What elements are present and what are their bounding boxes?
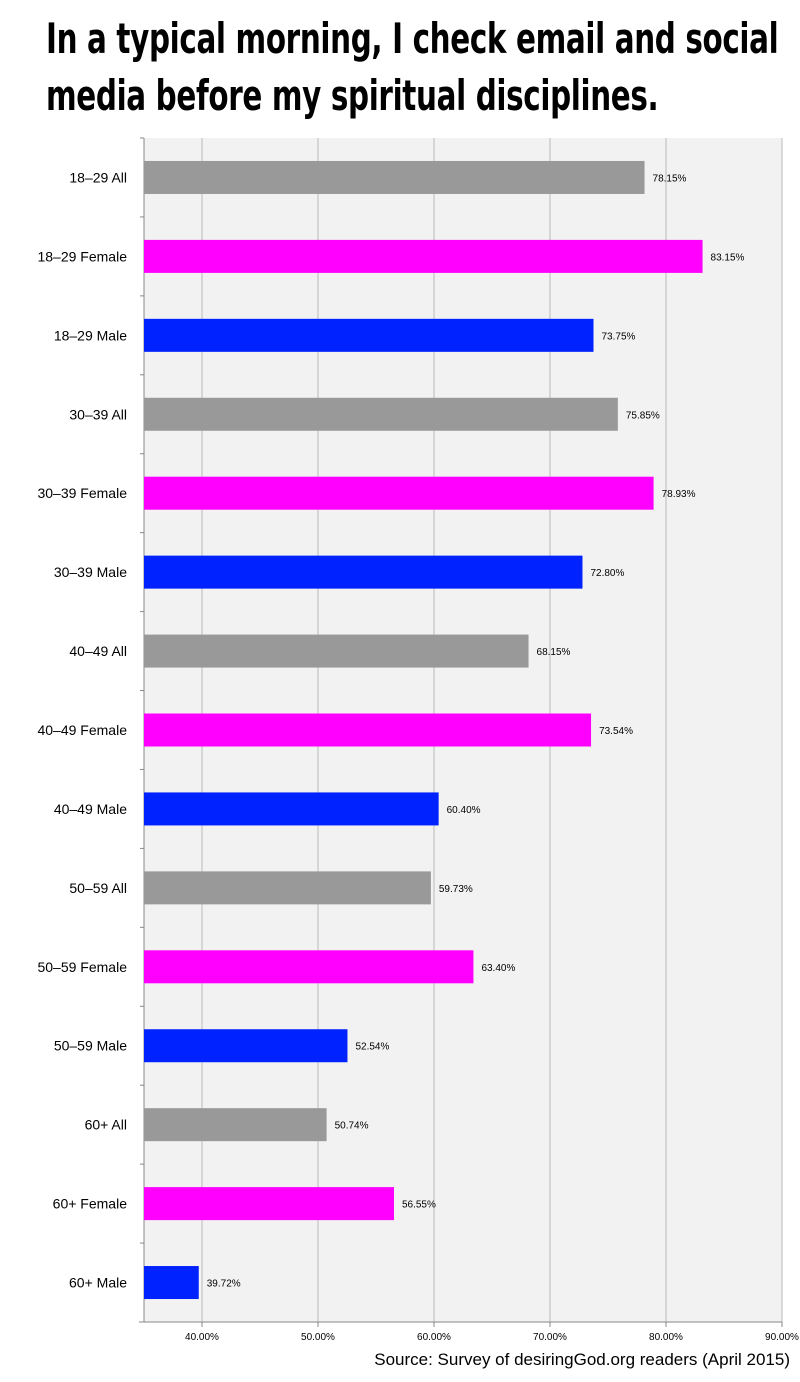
category-label: 50–59 Male: [54, 1038, 127, 1054]
data-label: 73.75%: [602, 331, 636, 342]
category-label: 18–29 All: [69, 169, 127, 185]
bar-male: [144, 318, 594, 352]
category-label: 40–49 All: [69, 643, 127, 659]
bar-female: [144, 950, 474, 984]
category-label: 50–59 Female: [37, 959, 127, 975]
data-label: 52.54%: [355, 1042, 389, 1053]
data-label: 59.73%: [439, 884, 473, 895]
category-label: 50–59 All: [69, 880, 127, 896]
x-tick-label: 80.00%: [649, 1332, 683, 1343]
bar-female: [144, 239, 703, 273]
x-tick-label: 60.00%: [417, 1332, 451, 1343]
category-label: 18–29 Male: [54, 327, 127, 343]
data-label: 50.74%: [335, 1121, 369, 1132]
data-label: 73.54%: [599, 726, 633, 737]
x-tick-label: 50.00%: [301, 1332, 335, 1343]
bar-all: [144, 871, 431, 905]
x-tick-label: 70.00%: [533, 1332, 567, 1343]
category-label: 18–29 Female: [37, 248, 127, 264]
bar-female: [144, 476, 654, 510]
data-label: 75.85%: [626, 410, 660, 421]
data-label: 83.15%: [711, 252, 745, 263]
category-label: 40–49 Male: [54, 801, 127, 817]
bar-all: [144, 1108, 327, 1142]
data-label: 78.15%: [653, 173, 687, 184]
chart-title-line-2: media before my spiritual disciplines.: [46, 71, 659, 120]
bar-female: [144, 713, 592, 747]
category-label: 60+ All: [85, 1117, 127, 1133]
bar-all: [144, 160, 645, 194]
bar-male: [144, 555, 583, 589]
data-label: 56.55%: [402, 1200, 436, 1211]
category-label: 60+ Male: [69, 1275, 127, 1291]
category-label: 30–39 Female: [37, 485, 127, 501]
bar-male: [144, 1266, 199, 1300]
bar-female: [144, 1187, 394, 1221]
bar-male: [144, 1029, 348, 1063]
category-label: 30–39 Male: [54, 564, 127, 580]
data-label: 63.40%: [481, 963, 515, 974]
data-label: 39.72%: [207, 1279, 241, 1290]
x-tick-label: 90.00%: [765, 1332, 799, 1343]
data-label: 68.15%: [537, 647, 571, 658]
data-label: 78.93%: [662, 489, 696, 500]
bar-male: [144, 792, 439, 826]
category-label: 60+ Female: [53, 1196, 128, 1212]
source-note: Source: Survey of desiringGod.org reader…: [374, 1350, 790, 1369]
data-label: 72.80%: [590, 568, 624, 579]
category-label: 30–39 All: [69, 406, 127, 422]
category-label: 40–49 Female: [37, 722, 127, 738]
bar-all: [144, 397, 618, 431]
x-tick-label: 40.00%: [185, 1332, 219, 1343]
data-label: 60.40%: [447, 805, 481, 816]
bar-all: [144, 634, 529, 668]
